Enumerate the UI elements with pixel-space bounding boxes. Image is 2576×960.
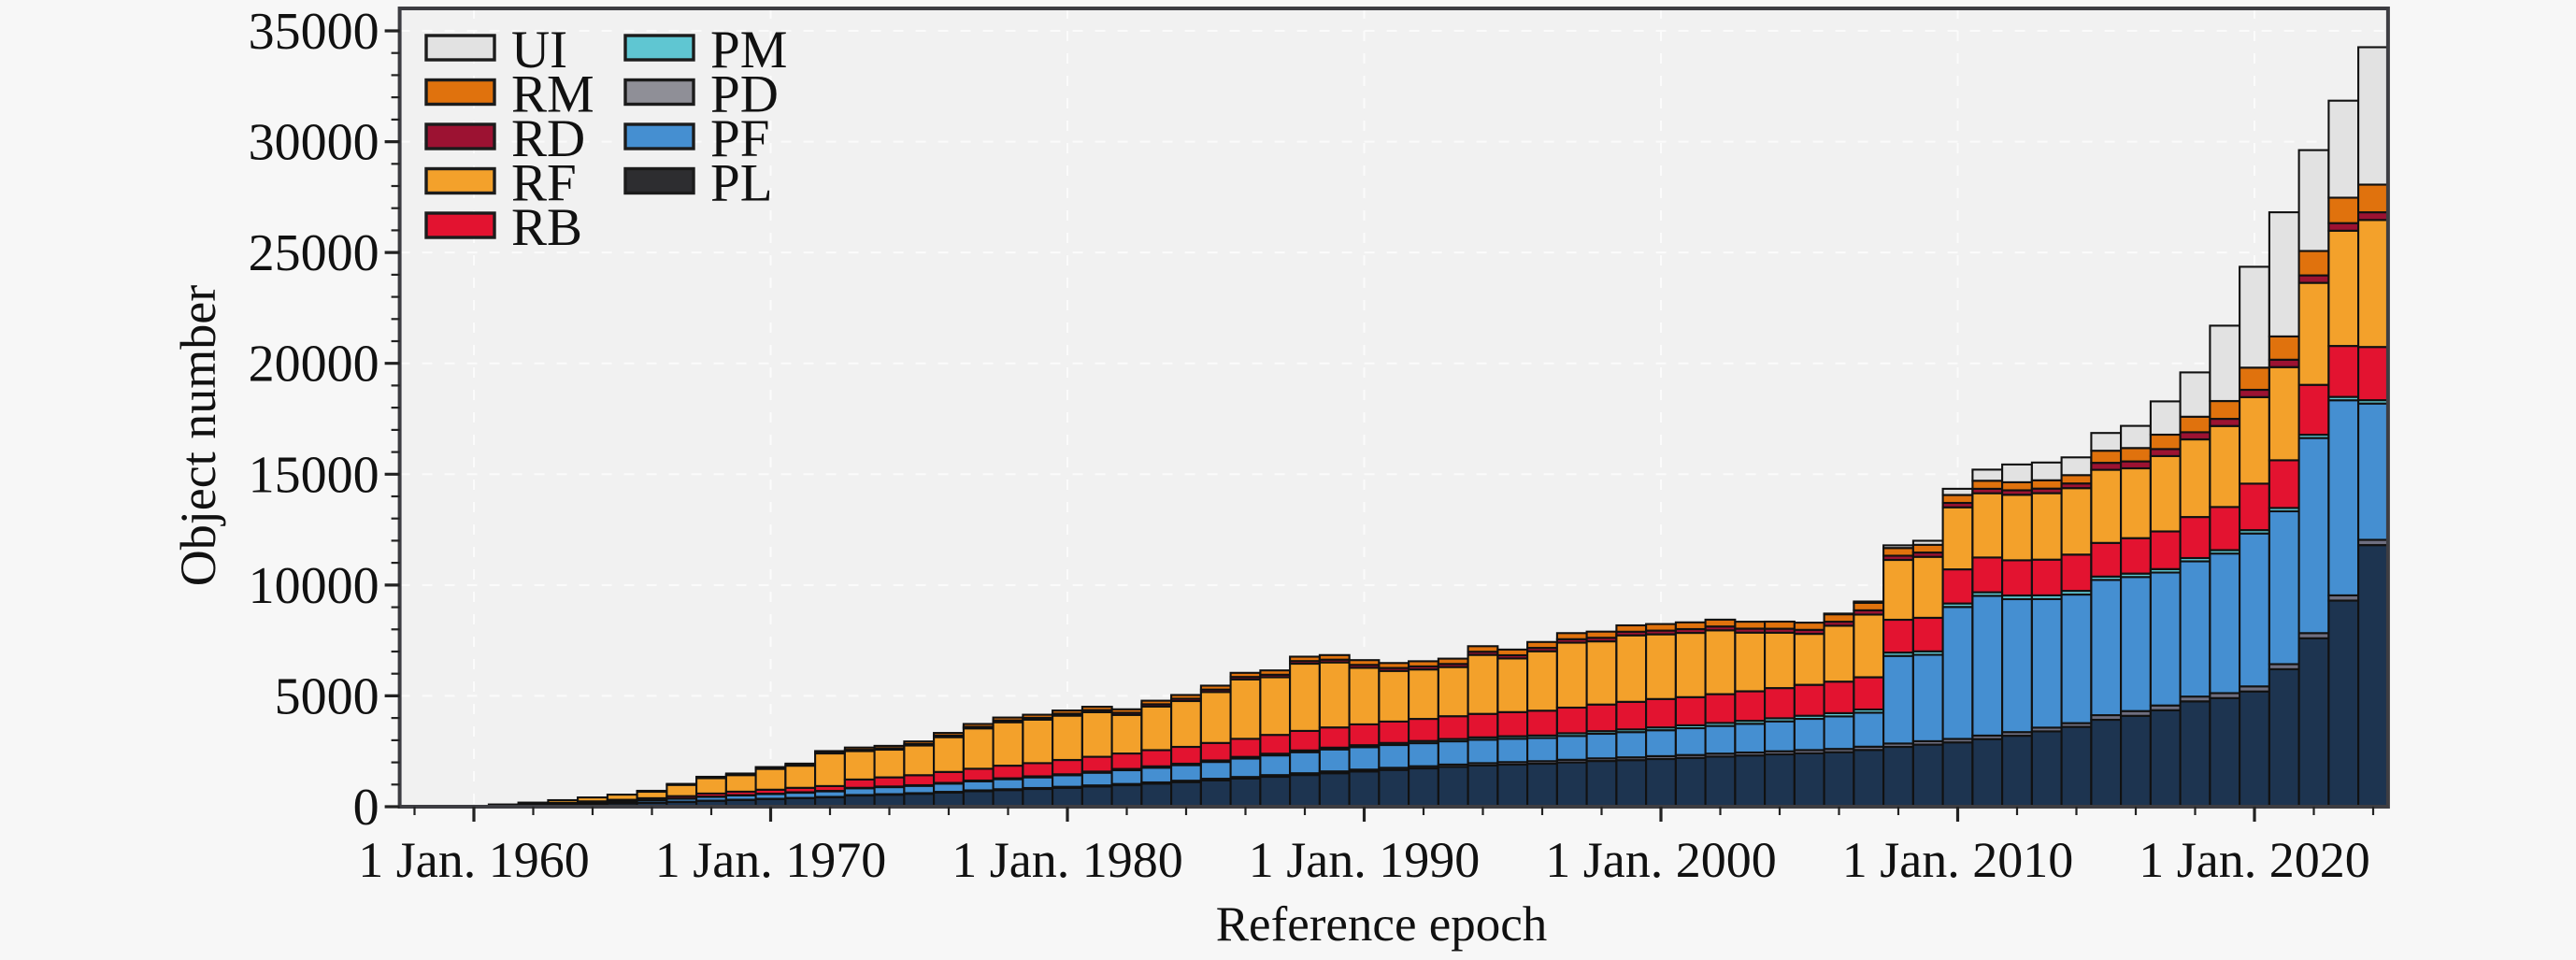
svg-text:25000: 25000 <box>249 224 379 282</box>
svg-text:0: 0 <box>353 779 379 837</box>
svg-text:1 Jan. 1980: 1 Jan. 1980 <box>952 832 1182 888</box>
svg-text:RM: RM <box>511 65 594 124</box>
svg-text:RF: RF <box>511 154 577 213</box>
svg-text:30000: 30000 <box>249 114 379 172</box>
svg-text:1 Jan. 2000: 1 Jan. 2000 <box>1545 832 1776 888</box>
svg-text:PF: PF <box>710 109 769 168</box>
svg-text:1 Jan. 2020: 1 Jan. 2020 <box>2139 832 2369 888</box>
svg-text:15000: 15000 <box>249 446 379 504</box>
svg-text:RB: RB <box>511 198 582 257</box>
svg-text:PL: PL <box>710 154 773 213</box>
svg-text:Object number: Object number <box>170 285 226 586</box>
svg-text:1 Jan. 1960: 1 Jan. 1960 <box>358 832 589 888</box>
svg-text:PD: PD <box>710 65 779 124</box>
svg-text:RD: RD <box>511 109 585 168</box>
svg-text:20000: 20000 <box>249 336 379 394</box>
svg-text:1 Jan. 1990: 1 Jan. 1990 <box>1249 832 1480 888</box>
svg-text:1 Jan. 1970: 1 Jan. 1970 <box>655 832 886 888</box>
svg-text:5000: 5000 <box>275 667 379 725</box>
svg-text:1 Jan. 2010: 1 Jan. 2010 <box>1842 832 2073 888</box>
svg-text:35000: 35000 <box>249 3 379 61</box>
svg-text:PM: PM <box>710 21 787 79</box>
svg-text:Reference epoch: Reference epoch <box>1216 897 1548 952</box>
svg-text:UI: UI <box>511 21 567 79</box>
svg-text:10000: 10000 <box>249 557 379 615</box>
